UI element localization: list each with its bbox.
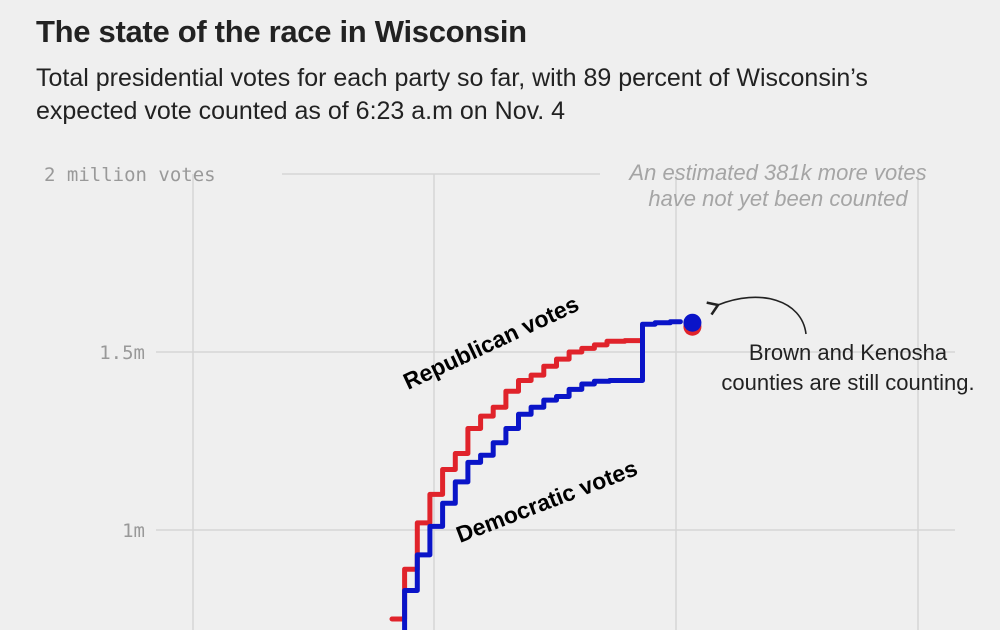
democratic-line bbox=[402, 319, 683, 630]
chart-subtitle: Total presidential votes for each party … bbox=[36, 64, 868, 125]
uncounted-note-line-1: An estimated 381k more votes bbox=[627, 160, 926, 185]
counties-note-line-2: counties are still counting. bbox=[721, 370, 974, 395]
chart-title: The state of the race in Wisconsin bbox=[36, 14, 527, 49]
uncounted-note-line-2: have not yet been counted bbox=[648, 186, 908, 211]
y-tick-label: 1.5m bbox=[99, 342, 145, 364]
republican-series-label: Republican votes bbox=[399, 290, 583, 394]
series bbox=[389, 313, 702, 630]
counties-arrow bbox=[706, 296, 807, 335]
y-axis-ticks: 2 million votes 1.5m 1m bbox=[44, 164, 216, 542]
counties-note-line-1: Brown and Kenosha bbox=[749, 340, 948, 365]
grid bbox=[156, 173, 955, 630]
y-tick-label: 1m bbox=[122, 520, 145, 542]
democratic-series-label: Democratic votes bbox=[452, 455, 640, 548]
republican-line bbox=[389, 338, 643, 622]
y-tick-label: 2 million votes bbox=[44, 164, 216, 186]
democratic-end-dot bbox=[683, 313, 702, 332]
